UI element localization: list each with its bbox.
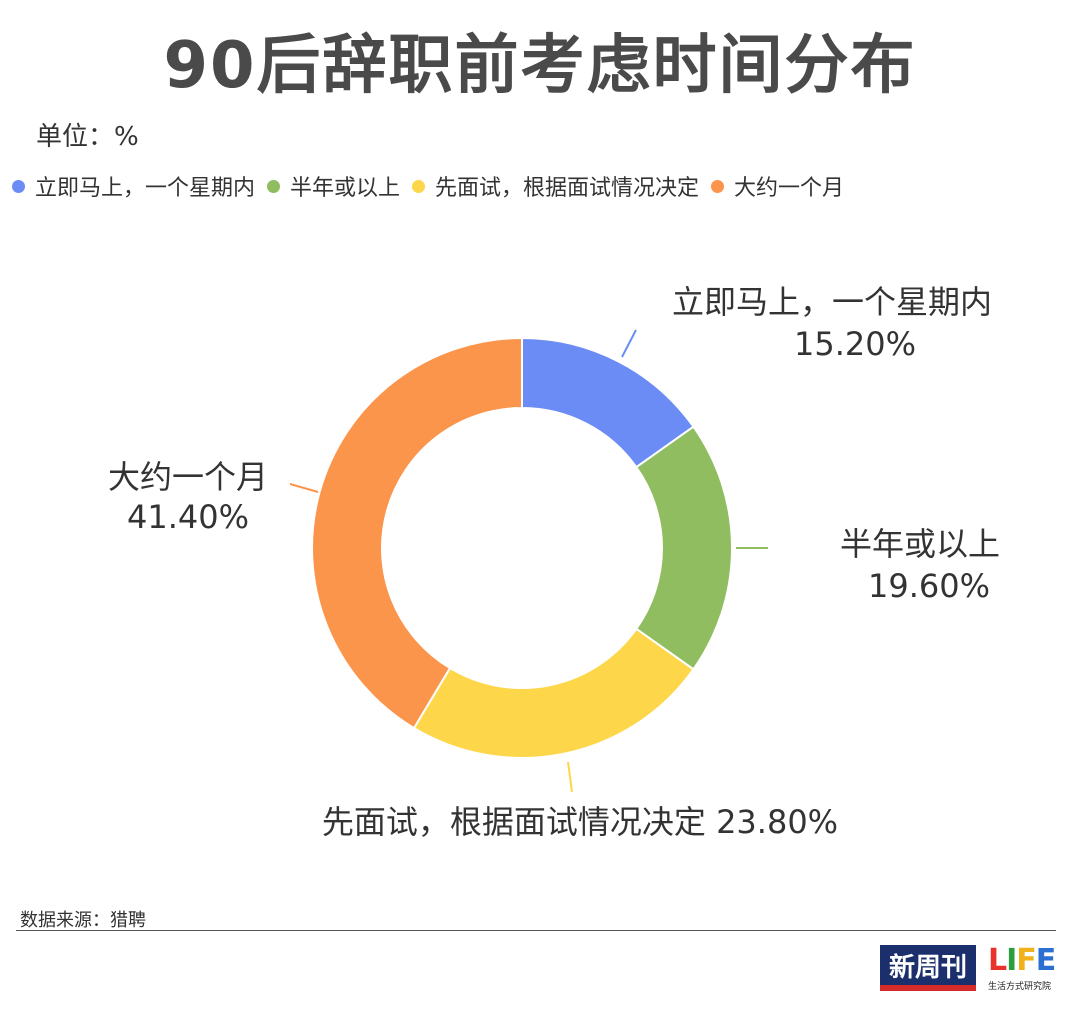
logo-text: 新周刊 [888, 952, 967, 983]
legend-label: 半年或以上 [290, 176, 401, 201]
slice-half-year[interactable] [634, 425, 733, 671]
footer-divider [16, 930, 1056, 931]
legend-label: 先面试，根据面试情况决定 [435, 176, 700, 201]
life-institute-logo: LIFE 生活方式研究院 [988, 945, 1058, 997]
source-note: 数据来源：猎聘 [20, 910, 146, 931]
legend-item-interview[interactable]: 先面试，根据面试情况决定 [412, 170, 699, 202]
slice-value: 41.40% [127, 498, 249, 536]
legend-marker-blue [12, 179, 25, 193]
slice-label: 大约一个月 [108, 458, 268, 496]
legend-marker-green [267, 179, 281, 193]
slice-value: 15.20% [794, 325, 916, 363]
legend-label: 大约一个月 [734, 176, 845, 201]
leader-line [289, 483, 319, 493]
life-logo-subtitle: 生活方式研究院 [988, 982, 1052, 992]
slice-interview[interactable] [412, 627, 695, 759]
leader-line [567, 761, 573, 793]
legend-item-immediate[interactable]: 立即马上，一个星期内 [12, 170, 255, 202]
legend-marker-yellow [412, 179, 426, 193]
legend: 立即马上，一个星期内 半年或以上 先面试，根据面试情况决定 大约一个月 [12, 170, 856, 202]
legend-label: 立即马上，一个星期内 [35, 176, 256, 201]
legend-item-half-year[interactable]: 半年或以上 [267, 170, 400, 202]
life-logo-word: LIFE [988, 943, 1056, 978]
unit-label: 单位：% [36, 122, 139, 152]
legend-marker-orange [711, 179, 725, 193]
leader-line [621, 329, 637, 358]
slice-value: 19.60% [868, 567, 990, 605]
slice-label: 半年或以上 [840, 525, 1000, 563]
slice-label: 立即马上，一个星期内 [672, 283, 992, 321]
slice-one-month[interactable] [311, 336, 523, 730]
chart-title: 90后辞职前考虑时间分布 [163, 29, 917, 103]
logo-stripe [880, 985, 976, 991]
legend-item-one-month[interactable]: 大约一个月 [711, 170, 844, 202]
xinzhoukan-logo: 新周刊 [880, 945, 976, 991]
slice-label-value: 先面试，根据面试情况决定 23.80% [322, 803, 838, 841]
